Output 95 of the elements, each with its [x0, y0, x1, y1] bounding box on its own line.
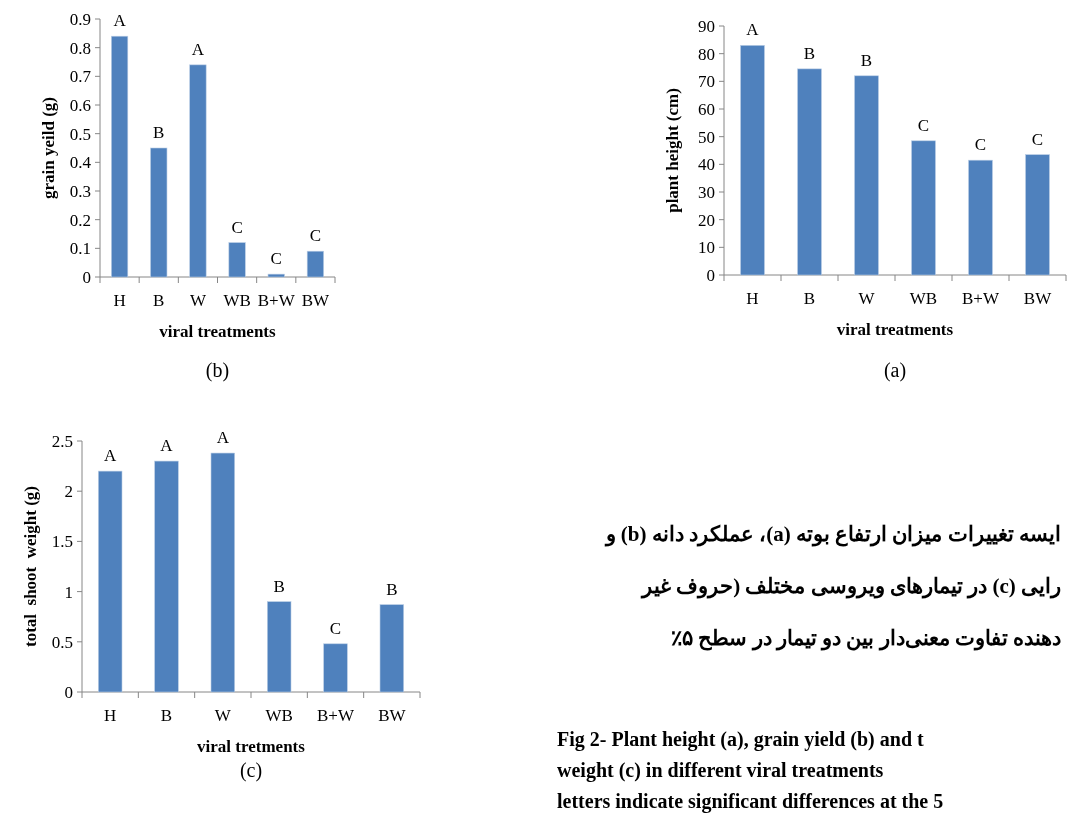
x-tick-label: BW: [378, 706, 407, 725]
y-tick-label: 60: [698, 100, 715, 119]
data-label: A: [216, 428, 230, 448]
text: (a): [883, 359, 907, 382]
data-label: C: [329, 618, 342, 638]
data-label: A: [113, 11, 127, 31]
data-label: A: [746, 20, 760, 40]
y-tick-label: 0: [706, 266, 715, 285]
y-axis-title: grain yeild (g): [39, 97, 58, 199]
x-axis-title: viral treatments: [159, 322, 277, 341]
x-tick-label: B: [160, 706, 173, 725]
y-tick-label: 80: [698, 44, 715, 64]
bar: [854, 75, 879, 276]
data-label: A: [191, 39, 205, 59]
x-tick-label: B+W: [962, 289, 1000, 308]
y-tick-label: 0: [64, 683, 73, 702]
bar: [1025, 154, 1050, 276]
y-tick-label: 0.6: [69, 96, 91, 115]
bar: [267, 601, 292, 693]
x-axis-title: viral tretments: [197, 737, 306, 756]
y-tick-label: 0.3: [69, 182, 91, 201]
y-tick-label: 0: [82, 268, 91, 287]
y-tick-label: 50: [698, 127, 715, 147]
bar: [306, 250, 324, 278]
text: letters indicate significant differences at the 5: [557, 790, 944, 813]
data-label: B: [153, 123, 165, 142]
x-tick-label: W: [858, 289, 876, 308]
y-tick-label: 90: [698, 17, 715, 36]
text: دهنده تفاوت معنی‌دار بین دو تیمار در سطح ۵٪: [671, 626, 1061, 651]
text: (b): [205, 359, 230, 382]
x-axis-title: viral treatments: [836, 320, 954, 339]
y-tick-label: 20: [698, 210, 715, 230]
data-label: C: [1031, 129, 1044, 149]
y-tick-label: 10: [698, 238, 715, 258]
y-tick-label: 0.4: [69, 153, 92, 173]
data-label: C: [917, 115, 930, 135]
y-tick-label: 40: [698, 155, 715, 175]
y-tick-label: 30: [698, 183, 715, 202]
x-tick-label: B: [153, 291, 165, 310]
text: weight (c) in different viral treatments: [557, 759, 884, 782]
bar: [210, 452, 235, 693]
data-label: B: [803, 43, 816, 63]
x-tick-label: WB: [909, 289, 938, 308]
data-label: C: [270, 249, 282, 269]
caption: Fig 2- Plant height (a), grain yield (b) and t: [557, 728, 924, 751]
y-axis-title: total shoot weight (g): [21, 485, 40, 648]
x-tick-label: W: [189, 291, 207, 310]
bar: [379, 604, 404, 693]
bar: [968, 159, 993, 276]
y-tick-label: 1.5: [51, 532, 73, 552]
bar: [154, 460, 179, 693]
bar: [797, 68, 822, 276]
bar: [740, 45, 765, 276]
text: (c): [239, 759, 263, 782]
data-label: A: [104, 446, 118, 466]
bar: [150, 147, 168, 278]
bar: [323, 643, 348, 693]
bar: [111, 35, 129, 278]
y-tick-label: 2: [64, 482, 73, 502]
text: ایسه تغییرات میزان ارتفاع بوته (a)، عملکرد دانه (b) و: [605, 522, 1061, 547]
y-tick-label: 0.5: [51, 632, 73, 652]
bar: [228, 242, 246, 278]
x-tick-label: BW: [1023, 289, 1053, 308]
data-label: A: [160, 436, 174, 456]
data-label: B: [273, 576, 285, 596]
data-label: B: [860, 50, 873, 70]
data-label: C: [309, 226, 322, 246]
data-label: C: [974, 135, 987, 155]
x-tick-label: B+W: [257, 291, 296, 310]
x-tick-label: W: [214, 706, 232, 725]
x-tick-label: WB: [223, 291, 251, 310]
x-tick-label: H: [104, 706, 117, 725]
x-tick-label: H: [746, 289, 759, 308]
y-tick-label: 2.5: [51, 432, 73, 451]
x-tick-label: WB: [265, 706, 293, 725]
x-tick-label: BW: [301, 291, 331, 310]
y-tick-label: 0.2: [69, 210, 91, 230]
x-tick-label: H: [113, 291, 126, 310]
bar: [98, 470, 123, 693]
y-tick-label: 0.5: [69, 124, 91, 144]
text: رایی (c) در تیمارهای ویروسی مختلف (حروف غیر: [641, 574, 1061, 599]
x-tick-label: B+W: [317, 706, 355, 725]
x-tick-label: B: [803, 289, 816, 308]
y-axis-title: plant height (cm): [663, 88, 682, 213]
y-tick-label: 0.9: [69, 10, 91, 29]
data-label: B: [386, 579, 398, 599]
bar: [189, 64, 207, 278]
bar: [911, 140, 936, 276]
y-tick-label: 1: [64, 582, 73, 602]
y-tick-label: 0.7: [69, 67, 92, 87]
y-tick-label: 0.8: [69, 38, 91, 58]
y-tick-label: 70: [698, 72, 715, 92]
bar: [267, 273, 285, 278]
y-tick-label: 0.1: [69, 239, 91, 259]
data-label: C: [231, 217, 243, 237]
